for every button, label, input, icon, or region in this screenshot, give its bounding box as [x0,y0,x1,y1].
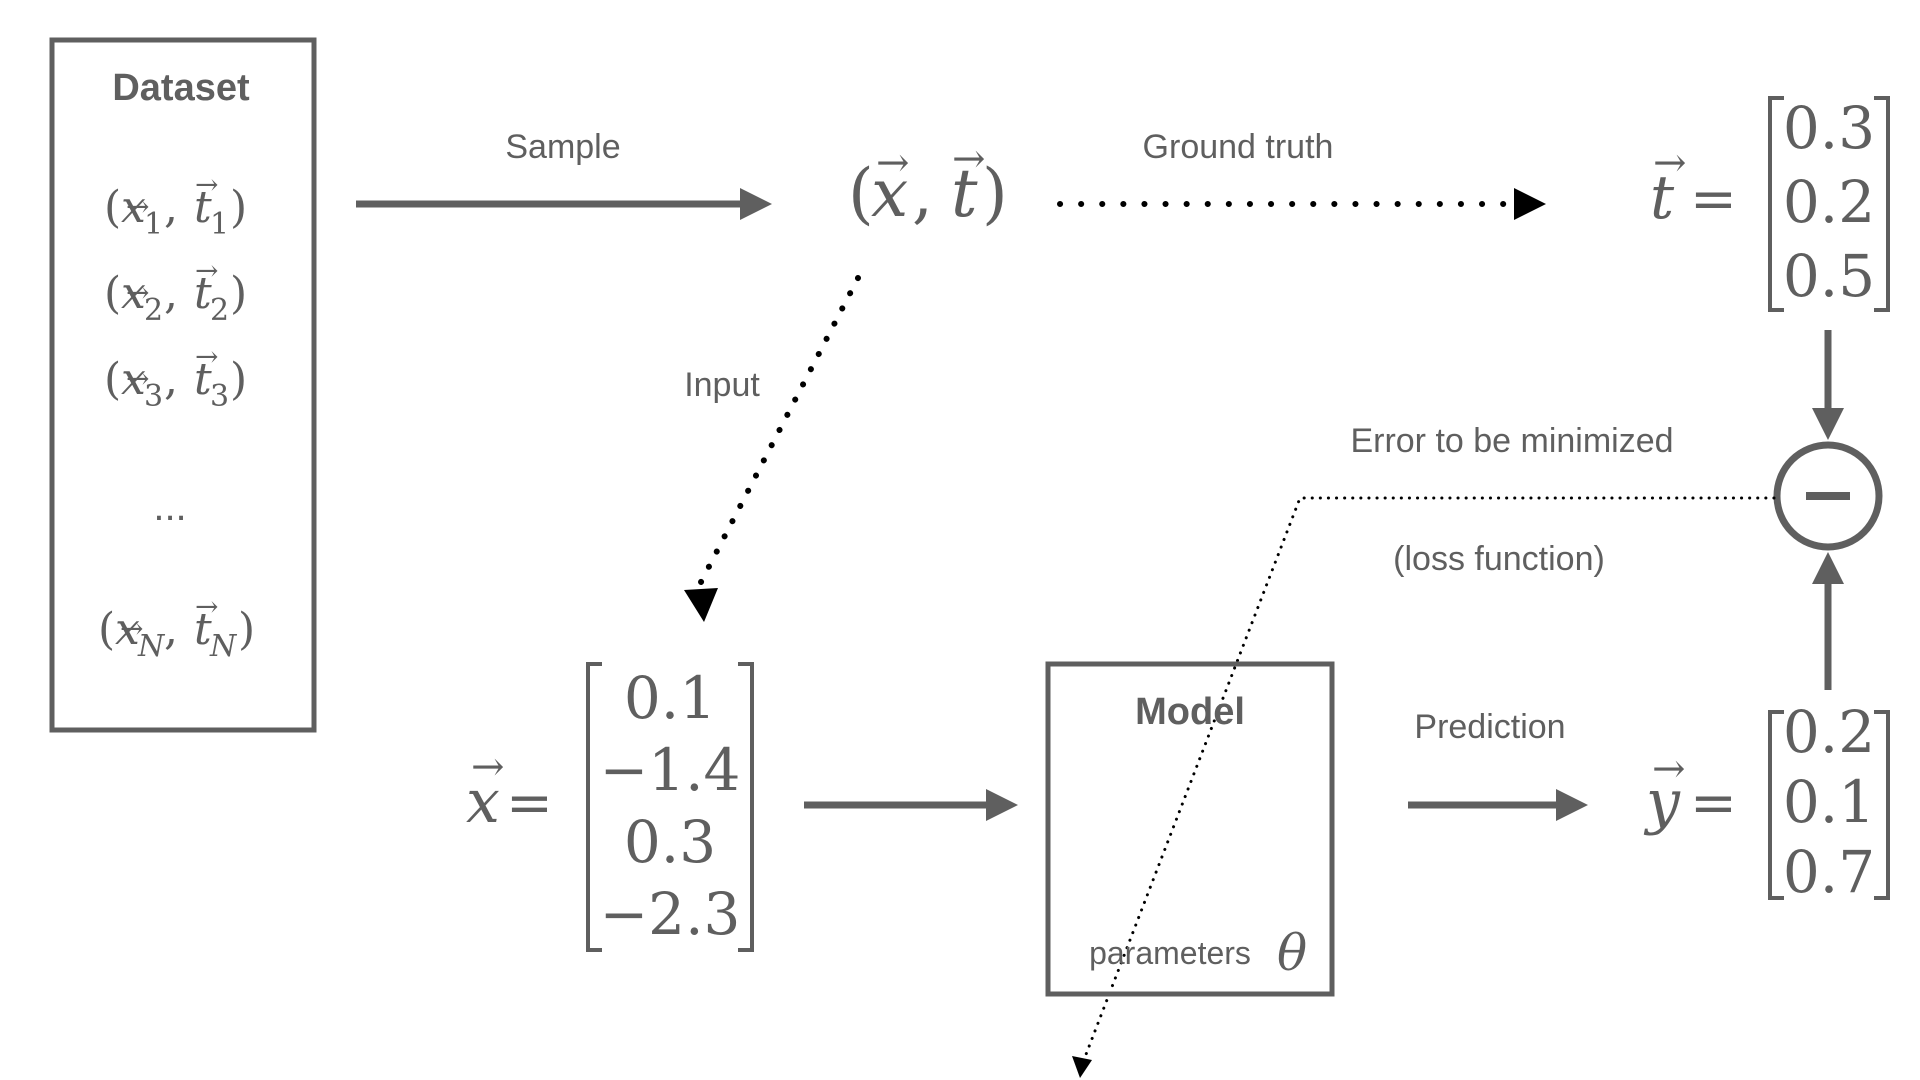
dataset-subscript: 2 [144,293,163,328]
svg-text:): ) [230,182,247,233]
output-vector: → y = 0.2 0.1 0.7 [1643,698,1890,906]
svg-text:(: ( [98,604,115,655]
svg-text:): ) [982,155,1008,232]
input-value: −1.4 [600,736,741,804]
dataset-row: ( → x 2 , → t 2 ) [104,254,247,328]
target-to-minus-arrow [1812,330,1844,440]
svg-text:→: → [126,276,149,309]
svg-text:(: ( [104,354,121,405]
dataset-title: Dataset [112,67,250,109]
ground-truth-arrow [1057,188,1546,220]
dataset-subscript: 2 [210,293,229,328]
svg-text:→: → [120,612,143,645]
svg-text:=: = [1690,167,1737,232]
svg-text:→: → [195,168,218,201]
model-title: Model [1135,691,1245,733]
dataset-x-symbol: x [121,354,146,405]
svg-text:,: , [912,155,933,232]
model-box: Model parameters θ [1045,661,1335,997]
dataset-t-symbol: t [194,604,212,655]
dataset-x-symbol: x [121,182,146,233]
dataset-row: ( → x 1 , → t 1 ) [104,168,247,242]
svg-text:→: → [1652,746,1686,792]
input-symbol: x [466,767,500,837]
ground-truth-label: Ground truth [1143,128,1334,166]
svg-text:(: ( [104,182,121,233]
dataset-row: ( → x N , → t N ) [98,590,255,664]
sample-arrow [356,188,772,220]
dataset-t-symbol: t [194,268,212,319]
svg-text:(: ( [104,268,121,319]
loss-function-label: (loss function) [1393,540,1605,578]
svg-text:→: → [1653,140,1687,186]
dataset-t-symbol: t [194,182,212,233]
svg-text:→: → [952,136,986,182]
svg-text:→: → [195,590,218,623]
output-to-minus-arrow [1812,552,1844,690]
svg-text:,: , [164,604,178,655]
svg-text:): ) [230,354,247,405]
svg-text:=: = [506,771,553,836]
dataset-subscript: 1 [210,207,229,242]
input-vector: → x = 0.1 −1.4 0.3 −2.3 [466,662,754,952]
dataset-x-symbol: x [121,268,146,319]
svg-text:→: → [195,340,218,373]
input-label: Input [684,366,760,404]
target-vector: → t = 0.3 0.2 0.5 [1650,94,1890,312]
sample-pair: ( → x , → t ) [848,136,1008,232]
prediction-label: Prediction [1414,708,1565,746]
sample-label: Sample [505,128,620,166]
loss-connector-line [1072,496,1776,1078]
input-arrow [684,275,861,622]
input-value: −2.3 [600,880,741,948]
input-to-model-arrow [804,789,1018,821]
dataset-subscript: 3 [210,379,229,414]
input-value: 0.3 [624,808,716,876]
model-theta: θ [1277,924,1307,982]
svg-text:,: , [164,182,178,233]
dataset-box: Dataset ( → x 1 , → t 1 ) ( → x 2 , → t … [49,37,317,733]
dataset-x-symbol: x [115,604,140,655]
dataset-subscript: 3 [144,379,163,414]
svg-text:(: ( [848,155,874,232]
svg-text:→: → [195,254,218,287]
output-value: 0.1 [1783,768,1875,836]
output-symbol: y [1643,767,1681,837]
output-value: 0.7 [1783,838,1875,906]
input-value: 0.1 [624,664,716,732]
output-value: 0.2 [1783,698,1875,766]
svg-text:→: → [126,190,149,223]
dataset-row: ( → x 3 , → t 3 ) [104,340,247,414]
dataset-subscript: N [209,629,238,664]
svg-text:,: , [164,268,178,319]
dataset-subscript: 1 [144,207,163,242]
svg-text:→: → [471,744,505,790]
dataset-t-symbol: t [194,354,212,405]
minus-circle-icon [1773,441,1883,551]
svg-text:,: , [164,354,178,405]
target-value: 0.3 [1783,94,1875,162]
model-params-label: parameters [1089,935,1251,971]
target-value: 0.5 [1783,242,1875,310]
dataset-subscript: N [137,629,166,664]
prediction-arrow [1408,789,1588,821]
svg-text:=: = [1690,771,1737,836]
target-symbol: t [1650,163,1675,233]
error-label: Error to be minimized [1350,422,1673,460]
svg-text:→: → [876,140,910,186]
pair-x-symbol: x [871,155,908,232]
svg-text:): ) [238,604,255,655]
target-value: 0.2 [1783,168,1875,236]
svg-text:): ) [230,268,247,319]
dataset-ellipsis: ... [153,485,186,529]
pair-t-symbol: t [951,155,978,232]
svg-text:→: → [126,362,149,395]
